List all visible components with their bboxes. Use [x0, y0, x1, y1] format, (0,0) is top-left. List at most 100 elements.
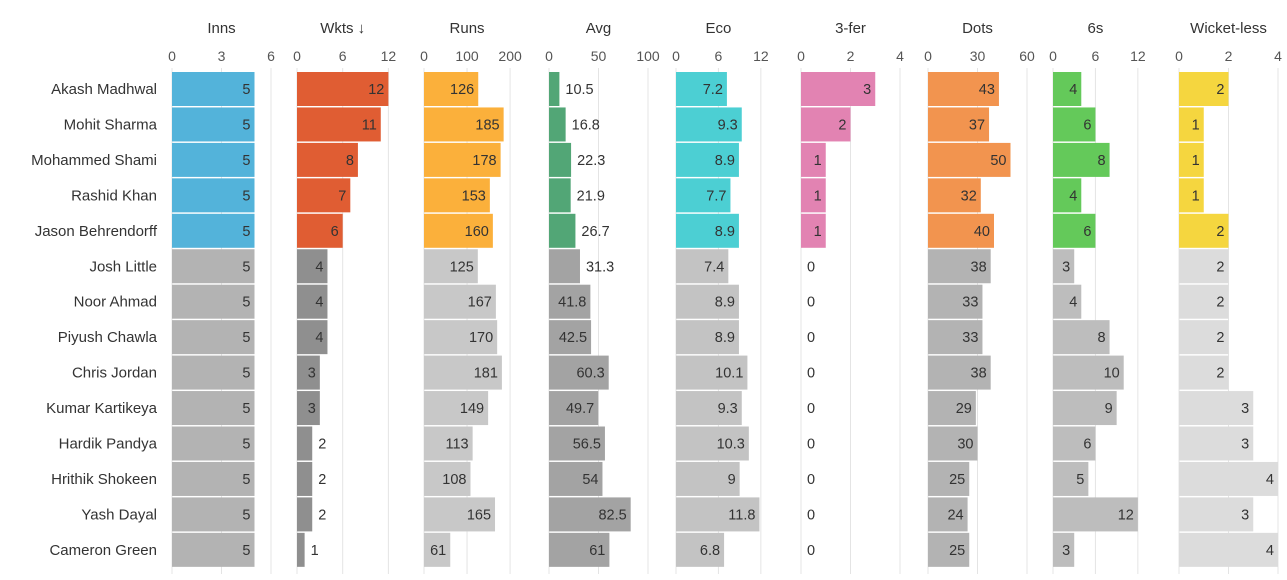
bar-4-13 [676, 532, 725, 567]
value-label-0-7: 5 [242, 330, 250, 346]
bar-6-9 [928, 391, 976, 426]
value-label-5-13: 0 [807, 543, 815, 559]
value-label-5-9: 0 [807, 401, 815, 417]
bar-8-6 [1179, 284, 1229, 319]
bar-2-8 [424, 355, 502, 390]
tick-label-2-2: 200 [498, 48, 522, 64]
value-label-3-1: 16.8 [572, 117, 600, 133]
tick-label-0-1: 3 [218, 48, 226, 64]
bar-4-6 [676, 284, 739, 319]
value-label-7-7: 8 [1097, 330, 1105, 346]
bar-4-11 [676, 461, 740, 496]
bar-2-3 [424, 178, 490, 213]
bar-1-5 [297, 249, 328, 284]
value-label-7-4: 6 [1083, 224, 1091, 240]
tick-label-7-1: 6 [1092, 48, 1100, 64]
bar-7-10 [1053, 426, 1096, 461]
value-label-4-1: 9.3 [718, 117, 738, 133]
tick-label-5-1: 2 [847, 48, 855, 64]
bar-3-9 [549, 391, 599, 426]
bar-6-3 [928, 178, 981, 213]
tick-label-8-0: 0 [1175, 48, 1183, 64]
value-label-1-7: 4 [315, 330, 323, 346]
tick-label-1-1: 6 [339, 48, 347, 64]
bar-6-7 [928, 320, 983, 355]
value-label-1-2: 8 [346, 153, 354, 169]
value-label-1-6: 4 [315, 295, 323, 311]
bar-3-11 [549, 461, 603, 496]
value-label-0-2: 5 [242, 153, 250, 169]
bar-1-10 [297, 426, 313, 461]
value-label-3-5: 31.3 [586, 259, 614, 275]
value-label-7-8: 10 [1104, 366, 1120, 382]
bar-0-13 [172, 532, 255, 567]
bar-0-2 [172, 142, 255, 177]
bar-6-4 [928, 213, 994, 248]
tick-label-3-1: 50 [591, 48, 607, 64]
player-name-13: Cameron Green [49, 542, 157, 559]
column-title-7: 6s [1088, 20, 1104, 37]
bar-1-7 [297, 320, 328, 355]
value-label-4-12: 11.8 [728, 507, 755, 523]
bar-0-10 [172, 426, 255, 461]
value-label-0-3: 5 [242, 188, 250, 204]
value-label-2-0: 126 [450, 82, 474, 98]
value-label-8-10: 3 [1241, 437, 1249, 453]
bar-2-10 [424, 426, 473, 461]
value-label-4-10: 10.3 [717, 437, 745, 453]
bar-5-4 [801, 213, 826, 248]
value-label-0-12: 5 [242, 507, 250, 523]
player-name-1: Mohit Sharma [64, 116, 158, 133]
player-name-5: Josh Little [89, 258, 157, 275]
bar-1-3 [297, 178, 351, 213]
bar-0-1 [172, 107, 255, 142]
bar-8-4 [1179, 213, 1229, 248]
value-label-7-12: 12 [1118, 507, 1134, 523]
bar-7-11 [1053, 461, 1089, 496]
bar-5-0 [801, 72, 876, 106]
bar-4-9 [676, 391, 742, 426]
value-label-1-5: 4 [315, 259, 323, 275]
tick-label-3-0: 0 [545, 48, 553, 64]
bar-0-3 [172, 178, 255, 213]
column-title-4: Eco [705, 20, 731, 37]
bar-8-11 [1179, 461, 1278, 496]
tick-label-1-0: 0 [293, 48, 301, 64]
bar-7-3 [1053, 178, 1082, 213]
bar-5-1 [801, 107, 851, 142]
value-label-2-7: 170 [469, 330, 493, 346]
bar-1-9 [297, 391, 320, 426]
bar-1-12 [297, 497, 313, 532]
bar-8-12 [1179, 497, 1254, 532]
bar-8-9 [1179, 391, 1254, 426]
tick-label-6-0: 0 [924, 48, 932, 64]
value-label-5-10: 0 [807, 437, 815, 453]
bar-6-2 [928, 142, 1011, 177]
value-label-8-7: 2 [1216, 330, 1224, 346]
tick-label-0-0: 0 [168, 48, 176, 64]
value-label-1-9: 3 [308, 401, 316, 417]
bar-8-1 [1179, 107, 1204, 142]
value-label-6-11: 25 [949, 472, 965, 488]
bar-0-0 [172, 72, 255, 106]
value-label-1-12: 2 [318, 507, 326, 523]
player-name-7: Piyush Chawla [58, 329, 158, 346]
value-label-8-3: 1 [1192, 188, 1200, 204]
value-label-1-1: 11 [362, 117, 377, 133]
value-label-7-2: 8 [1097, 153, 1105, 169]
value-label-2-2: 178 [472, 153, 496, 169]
value-label-6-0: 43 [979, 82, 995, 98]
bar-3-13 [549, 532, 610, 567]
bar-8-7 [1179, 320, 1229, 355]
bar-3-5 [549, 249, 580, 284]
bar-2-4 [424, 213, 493, 248]
bar-4-0 [676, 72, 727, 106]
bar-2-12 [424, 497, 496, 532]
value-label-8-8: 2 [1216, 366, 1224, 382]
value-label-7-6: 4 [1069, 295, 1077, 311]
player-name-8: Chris Jordan [72, 365, 157, 382]
column-title-6: Dots [962, 20, 993, 37]
value-label-1-13: 1 [311, 543, 319, 559]
value-label-0-8: 5 [242, 366, 250, 382]
